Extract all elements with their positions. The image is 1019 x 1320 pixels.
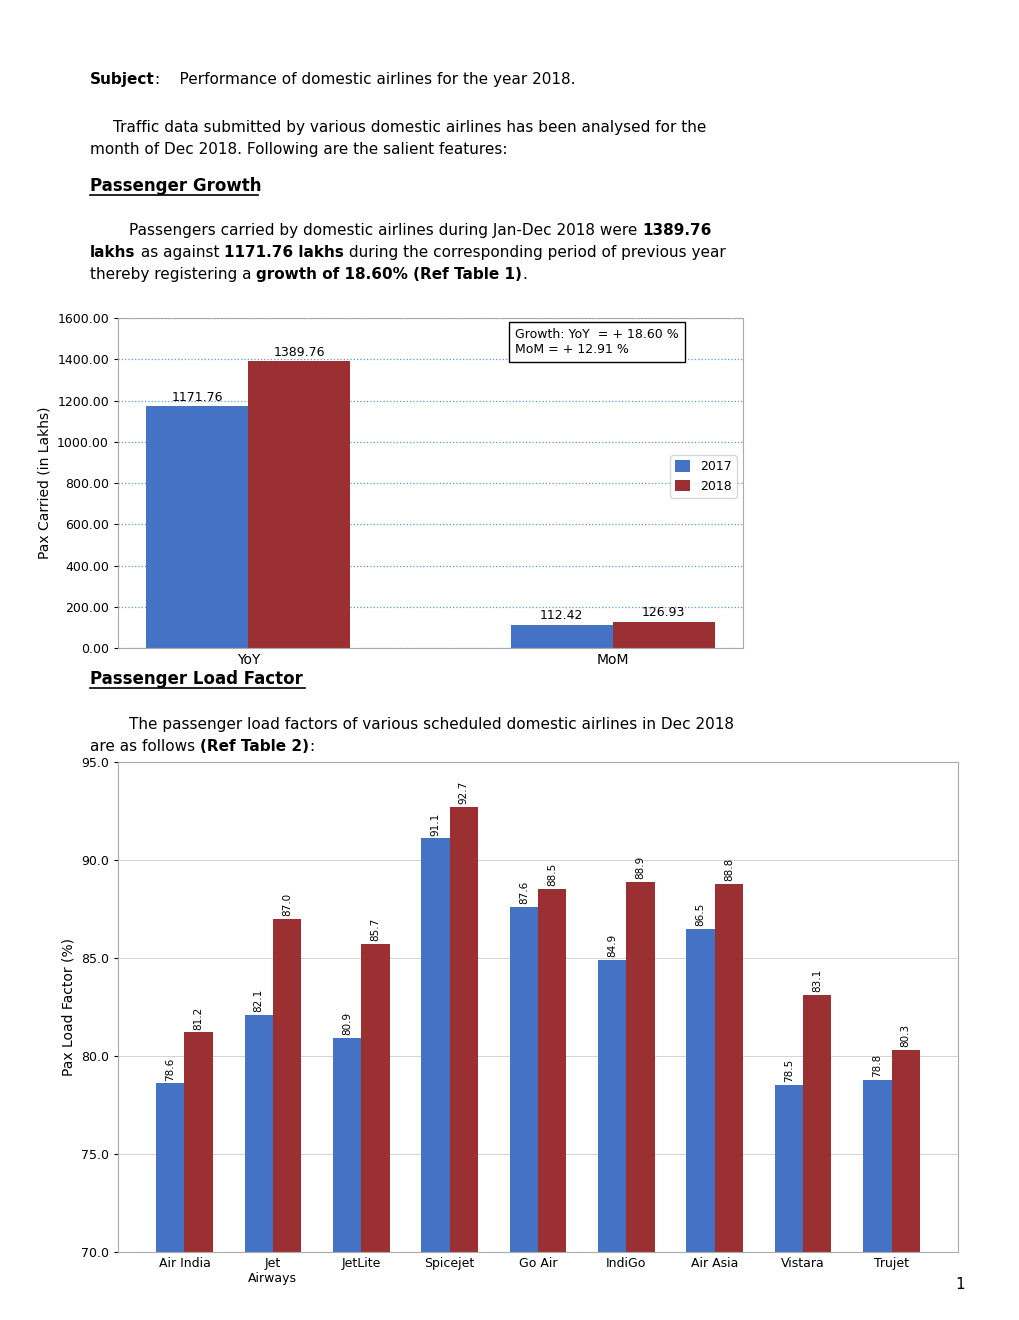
Text: 91.1: 91.1: [430, 812, 440, 836]
Text: month of Dec 2018. Following are the salient features:: month of Dec 2018. Following are the sal…: [90, 143, 507, 157]
Text: 81.2: 81.2: [194, 1006, 204, 1030]
Bar: [511, 624, 612, 648]
Bar: [862, 1080, 891, 1320]
Y-axis label: Pax Load Factor (%): Pax Load Factor (%): [61, 939, 75, 1076]
Text: 1: 1: [954, 1276, 964, 1292]
Text: 78.5: 78.5: [784, 1059, 793, 1082]
Bar: [626, 882, 654, 1320]
Text: as against: as against: [136, 246, 223, 260]
Text: Subject: Subject: [90, 73, 155, 87]
Bar: [156, 1084, 184, 1320]
Text: :: :: [309, 739, 314, 754]
Bar: [537, 890, 566, 1320]
Text: 1389.76: 1389.76: [273, 346, 325, 359]
Text: Traffic data submitted by various domestic airlines has been analysed for the: Traffic data submitted by various domest…: [113, 120, 706, 135]
Text: 84.9: 84.9: [606, 933, 616, 957]
Bar: [272, 919, 301, 1320]
Text: 88.9: 88.9: [635, 855, 645, 879]
Text: thereby registering a: thereby registering a: [90, 267, 256, 282]
Text: 78.6: 78.6: [165, 1057, 175, 1081]
Bar: [249, 362, 351, 648]
Text: are as follows: are as follows: [90, 739, 200, 754]
Bar: [612, 622, 714, 648]
Text: 87.0: 87.0: [281, 892, 291, 916]
Text: 83.1: 83.1: [811, 969, 821, 993]
Text: 87.6: 87.6: [519, 880, 528, 904]
Text: Growth: YoY  = + 18.60 %
MoM = + 12.91 %: Growth: YoY = + 18.60 % MoM = + 12.91 %: [515, 327, 678, 356]
Text: .: .: [522, 267, 527, 282]
Bar: [245, 1015, 272, 1320]
Text: 1171.76: 1171.76: [171, 391, 223, 404]
Bar: [361, 944, 389, 1320]
Text: Passenger Load Factor: Passenger Load Factor: [90, 671, 303, 688]
Bar: [510, 907, 537, 1320]
Bar: [184, 1032, 213, 1320]
Text: Passenger Growth: Passenger Growth: [90, 177, 261, 195]
Bar: [421, 838, 449, 1320]
Text: (Ref Table 2): (Ref Table 2): [200, 739, 309, 754]
Text: 80.3: 80.3: [900, 1024, 910, 1047]
Bar: [597, 960, 626, 1320]
Legend: 2017, 2018: 2017, 2018: [669, 455, 736, 498]
Text: Performance of domestic airlines for the year 2018.: Performance of domestic airlines for the…: [160, 73, 575, 87]
Bar: [774, 1085, 802, 1320]
Text: 78.8: 78.8: [871, 1053, 881, 1077]
Text: 82.1: 82.1: [254, 989, 264, 1012]
Bar: [147, 407, 249, 648]
Text: Passengers carried by domestic airlines during Jan-Dec 2018 were: Passengers carried by domestic airlines …: [90, 223, 642, 238]
Text: 92.7: 92.7: [459, 781, 469, 804]
Bar: [714, 883, 742, 1320]
Bar: [802, 995, 830, 1320]
Text: The passenger load factors of various scheduled domestic airlines in Dec 2018: The passenger load factors of various sc…: [90, 717, 734, 733]
Text: 88.5: 88.5: [546, 863, 556, 887]
Bar: [332, 1039, 361, 1320]
Bar: [891, 1051, 919, 1320]
Text: 1389.76: 1389.76: [642, 223, 711, 238]
Text: 80.9: 80.9: [341, 1012, 352, 1035]
Text: lakhs: lakhs: [90, 246, 136, 260]
Bar: [449, 807, 478, 1320]
Text: 88.8: 88.8: [723, 857, 734, 880]
Y-axis label: Pax Carried (in Lakhs): Pax Carried (in Lakhs): [38, 407, 52, 560]
Text: 86.5: 86.5: [695, 903, 705, 925]
Text: 112.42: 112.42: [539, 610, 583, 622]
Text: 126.93: 126.93: [641, 606, 685, 619]
Text: 85.7: 85.7: [370, 919, 380, 941]
Text: 1171.76 lakhs: 1171.76 lakhs: [223, 246, 343, 260]
Text: during the corresponding period of previous year: during the corresponding period of previ…: [343, 246, 725, 260]
Text: growth of 18.60% (Ref Table 1): growth of 18.60% (Ref Table 1): [256, 267, 522, 282]
Bar: [686, 928, 714, 1320]
Text: :: :: [155, 73, 160, 87]
